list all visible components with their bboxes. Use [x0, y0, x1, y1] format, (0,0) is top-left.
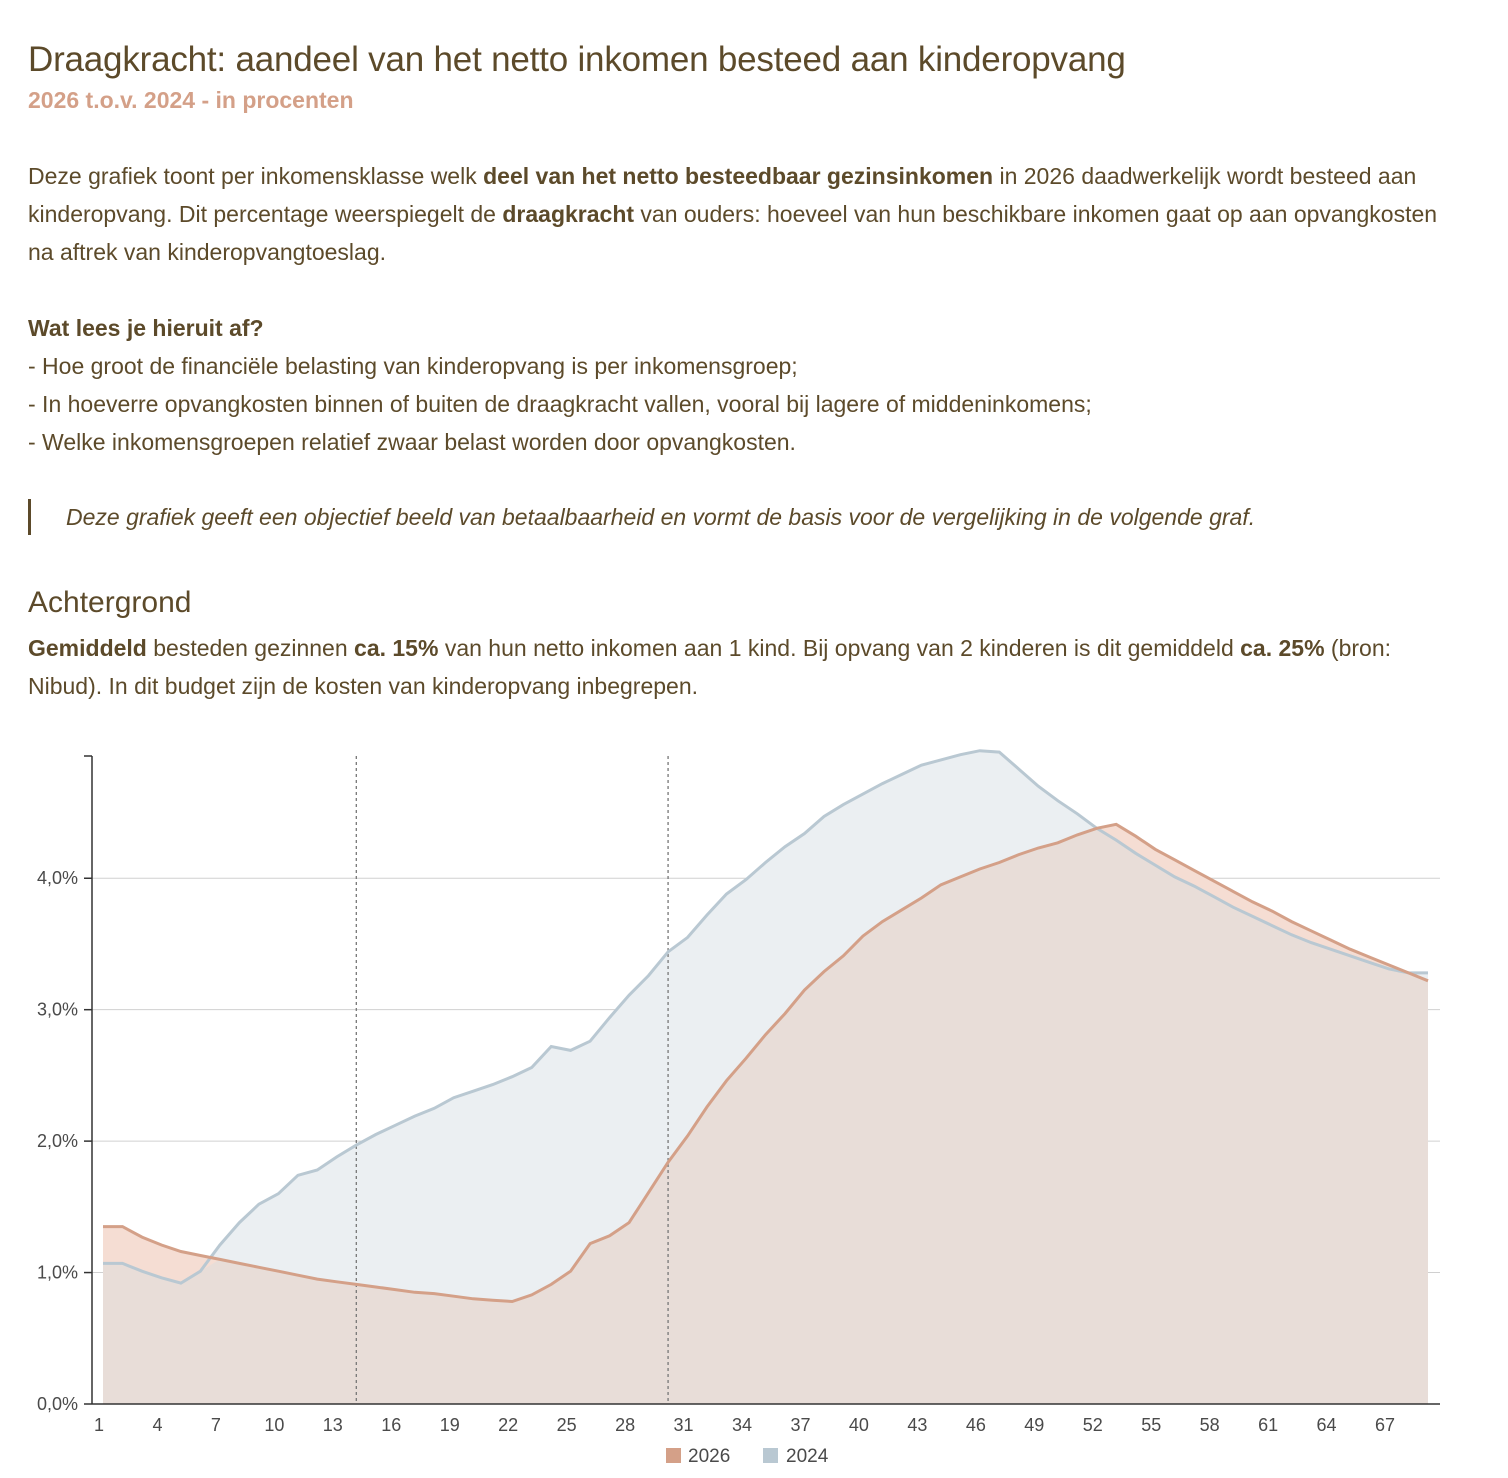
x-tick-label: 16 — [381, 1415, 401, 1435]
intro-emphasis: draagkracht — [502, 201, 635, 227]
area-chart: 0,0% 1,0% 2,0% 3,0% 4,0% 1 4 7 10 13 16 19 22 25 28 31 3… — [37, 749, 1440, 1467]
y-tick-label: 0,0% — [37, 1394, 78, 1414]
background-paragraph: Gemiddeld besteden gezinnen ca. 15% van … — [28, 629, 1468, 705]
bg-text: (bron: Nibud). In dit budget zijn de kos… — [28, 635, 1392, 699]
legend-swatch-2026 — [666, 1448, 681, 1463]
line-2024 — [103, 749, 1428, 1285]
legend-swatch-2024 — [763, 1448, 778, 1463]
x-tick-label: 22 — [498, 1415, 518, 1435]
x-tick-label: 31 — [674, 1415, 694, 1435]
x-tick-label: 43 — [907, 1415, 927, 1435]
bg-emphasis: ca. 25% — [1240, 635, 1325, 661]
area-overlap — [103, 828, 1428, 1404]
x-tick-label: 46 — [966, 1415, 986, 1435]
bg-text: van hun netto inkomen aan 1 kind. Bij op… — [438, 635, 1241, 661]
x-tick-label: 25 — [557, 1415, 577, 1435]
questions-heading: Wat lees je hieruit af? — [28, 309, 1468, 347]
intro-text: van ouders: hoeveel van hun beschikbare … — [28, 201, 1438, 265]
question-item: - Hoe groot de financiële belasting van … — [28, 353, 798, 379]
x-tick-label: 34 — [732, 1415, 752, 1435]
x-tick-label: 28 — [615, 1415, 635, 1435]
x-tick-label: 49 — [1024, 1415, 1044, 1435]
page-subtitle: 2026 t.o.v. 2024 - in procenten — [28, 87, 354, 113]
x-tick-label: 67 — [1375, 1415, 1395, 1435]
x-tick-label: 4 — [152, 1415, 162, 1435]
bg-text: besteden gezinnen — [146, 635, 355, 661]
legend-label-2026: 2026 — [688, 1446, 730, 1467]
intro-paragraph: Deze grafiek toont per inkomensklasse we… — [28, 157, 1468, 271]
bg-emphasis: Gemiddeld — [28, 635, 147, 661]
intro-text: in 2026 daadwerkelijk wordt besteed aan … — [28, 163, 1417, 227]
intro-emphasis: deel van het netto besteedbaar gezinsink… — [483, 163, 994, 189]
x-tick-label: 10 — [264, 1415, 284, 1435]
x-tick-label: 40 — [849, 1415, 869, 1435]
line-2026 — [103, 822, 1429, 1304]
x-tick-label: 19 — [440, 1415, 460, 1435]
page-title: Draagkracht: aandeel van het netto inkom… — [28, 40, 1126, 79]
y-tick-label: 4,0% — [37, 868, 78, 888]
legend-label-2024: 2024 — [786, 1446, 829, 1467]
y-tick-label: 2,0% — [37, 1131, 78, 1151]
y-tick-label: 3,0% — [37, 1000, 78, 1020]
x-tick-label: 52 — [1083, 1415, 1103, 1435]
x-tick-label: 64 — [1317, 1415, 1337, 1435]
y-tick-label: 1,0% — [37, 1263, 78, 1283]
content: Draagkracht: aandeel van het netto inkom… — [28, 38, 1468, 705]
intro-text: Deze grafiek toont per inkomensklasse we… — [28, 163, 484, 189]
section-heading: Achtergrond — [28, 586, 192, 619]
x-tick-label: 37 — [790, 1415, 810, 1435]
x-tick-label: 61 — [1258, 1415, 1278, 1435]
x-tick-label: 55 — [1141, 1415, 1161, 1435]
x-tick-label: 7 — [211, 1415, 221, 1435]
bg-emphasis: ca. 15% — [354, 635, 439, 661]
blockquote: Deze grafiek geeft een objectief beeld v… — [28, 499, 1468, 535]
question-item: - In hoeverre opvangkosten binnen of bui… — [28, 391, 1092, 417]
question-item: - Welke inkomensgroepen relatief zwaar b… — [28, 429, 796, 455]
questions-heading-text: Wat lees je hieruit af? — [28, 315, 264, 341]
x-tick-label: 1 — [94, 1415, 104, 1435]
x-tick-label: 13 — [323, 1415, 343, 1435]
x-tick-label: 58 — [1200, 1415, 1220, 1435]
